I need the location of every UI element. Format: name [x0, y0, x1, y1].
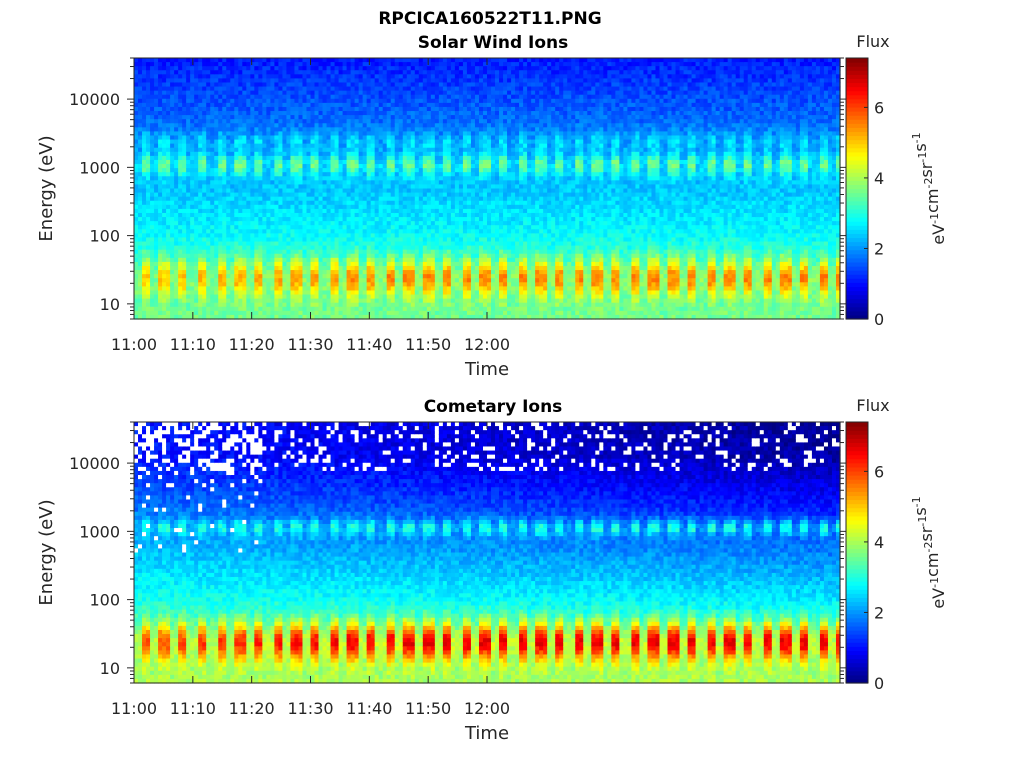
panel-title: Cometary Ions — [424, 397, 563, 417]
y-tick-label: 10000 — [69, 454, 120, 473]
y-axis-label: Energy (eV) — [36, 135, 57, 241]
x-tick-label: 11:50 — [405, 335, 451, 354]
panel-title: Solar Wind Ions — [418, 33, 569, 53]
x-tick-label: 11:30 — [287, 335, 333, 354]
y-tick-label: 100 — [89, 227, 120, 246]
solar-wind-panel: Solar Wind Ions 10 100 1000 10000 11:00 11:10 1… — [36, 32, 948, 380]
colorbar-tick-label: 2 — [874, 603, 884, 622]
x-tick-label: 11:00 — [111, 699, 157, 718]
x-tick-label: 11:40 — [346, 335, 392, 354]
y-tick-label: 10 — [100, 659, 120, 678]
colorbar-tick-label: 4 — [874, 533, 884, 552]
x-tick-label: 11:30 — [287, 699, 333, 718]
colorbar-tick-label: 6 — [874, 462, 884, 481]
x-tick-label: 11:00 — [111, 335, 157, 354]
colorbar-label: eV-1cm-2sr-1s-1 — [910, 496, 948, 608]
y-tick-label: 10 — [100, 295, 120, 314]
colorbar: 0 2 4 6 Flux eV-1cm-2sr-1s-1 — [846, 32, 948, 329]
y-tick-label: 1000 — [79, 522, 120, 541]
colorbar-tick-label: 0 — [874, 674, 884, 693]
colorbar-tick-label: 4 — [874, 169, 884, 188]
x-axis-label: Time — [464, 723, 509, 744]
y-tick-label: 100 — [89, 591, 120, 610]
heatmap — [134, 58, 841, 320]
x-tick-label: 11:20 — [229, 335, 275, 354]
x-tick-label: 12:00 — [464, 335, 510, 354]
colorbar-tick-label: 6 — [874, 98, 884, 117]
x-tick-label: 11:50 — [405, 699, 451, 718]
cometary-panel: Cometary Ions 10 100 1000 10000 11:00 11:10 11:… — [36, 396, 948, 744]
colorbar-tick-label: 2 — [874, 239, 884, 258]
x-tick-label: 11:20 — [229, 699, 275, 718]
x-axis-label: Time — [464, 359, 509, 380]
y-tick-label: 10000 — [69, 90, 120, 109]
x-tick-label: 11:10 — [170, 335, 216, 354]
colorbar-title: Flux — [856, 396, 889, 415]
colorbar-label: eV-1cm-2sr-1s-1 — [910, 132, 948, 244]
heatmap — [134, 422, 841, 684]
y-axis-label: Energy (eV) — [36, 499, 57, 605]
colorbar-tick-label: 0 — [874, 310, 884, 329]
figure-title: RPCICA160522T11.PNG — [378, 9, 601, 29]
colorbar-title: Flux — [856, 32, 889, 51]
x-tick-label: 11:10 — [170, 699, 216, 718]
colorbar: 0 2 4 6 Flux eV-1cm-2sr-1s-1 — [846, 396, 948, 693]
x-tick-label: 11:40 — [346, 699, 392, 718]
y-tick-label: 1000 — [79, 158, 120, 177]
x-tick-label: 12:00 — [464, 699, 510, 718]
